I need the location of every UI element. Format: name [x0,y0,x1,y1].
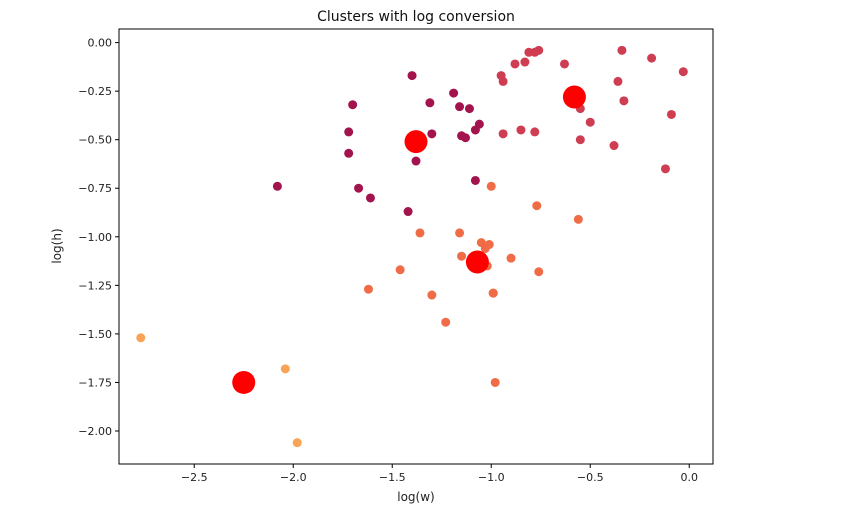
data-point-cluster-3 [506,253,516,263]
data-point-cluster-1 [427,129,437,139]
data-point-cluster-1 [461,133,470,143]
data-point-cluster-3 [457,251,467,261]
data-point-cluster-1 [348,100,358,110]
data-point-cluster-3 [534,267,544,277]
data-point-cluster-2 [530,127,540,137]
data-point-cluster-2 [678,67,688,77]
x-axis-label: log(w) [397,490,434,504]
y-tick-label: −1.75 [78,376,112,389]
data-point-cluster-3 [488,288,498,298]
y-axis: 0.00 −0.25 −0.50 −0.75 −1.00 −1.25 −1.50 −1.75 −… [78,37,119,438]
data-point-cluster-2 [510,59,520,69]
data-point-cluster-2 [617,45,627,55]
y-tick-label: −0.50 [78,134,112,147]
data-point-cluster-3 [490,377,500,387]
data-point-cluster-1 [474,119,484,129]
centroid-point [232,370,256,394]
data-point-cluster-2 [647,53,657,63]
data-point-cluster-2 [609,141,619,151]
data-point-cluster-1 [455,102,465,112]
y-tick-label: 0.00 [88,37,113,50]
centroid-point [404,130,428,154]
data-point-cluster-1 [365,193,375,203]
data-point-cluster-1 [425,98,435,108]
data-point-cluster-3 [484,240,494,250]
y-tick-label: −2.00 [78,425,112,438]
data-point-cluster-2 [575,135,585,145]
data-point-cluster-4 [280,364,290,374]
plot-frame [118,28,714,465]
data-point-cluster-3 [363,284,373,294]
chart-title: Clusters with log conversion [317,9,515,25]
data-point-cluster-3 [486,181,496,191]
data-point-cluster-2 [660,164,670,174]
data-point-cluster-1 [344,148,354,158]
data-point-cluster-3 [415,228,425,238]
x-tick-label: −2.5 [181,471,208,484]
x-tick-label: −0.5 [577,471,604,484]
data-point-cluster-1 [407,71,417,81]
data-point-cluster-2 [516,125,526,135]
data-point-cluster-2 [666,109,676,119]
cluster-centroids [232,85,586,394]
x-axis: −2.5 −2.0 −1.5 −1.0 −0.5 0.0 [181,464,698,484]
y-tick-label: −1.25 [78,279,112,292]
y-tick-label: −0.75 [78,182,112,195]
x-tick-label: −1.5 [379,471,406,484]
data-point-cluster-1 [470,175,480,185]
data-point-cluster-1 [449,88,459,98]
y-tick-label: −1.50 [78,328,112,341]
centroid-point [465,250,489,274]
data-point-cluster-2 [498,129,508,139]
y-tick-label: −0.25 [78,85,112,98]
data-point-cluster-2 [534,45,544,55]
data-point-cluster-3 [455,228,465,238]
x-tick-label: −1.0 [478,471,505,484]
data-point-cluster-1 [272,181,282,191]
data-point-cluster-1 [403,207,413,217]
centroid-point [562,85,586,109]
y-axis-label: log(h) [50,228,64,263]
y-tick-label: −1.00 [78,231,112,244]
data-point-cluster-3 [532,201,542,211]
data-point-cluster-4 [292,438,302,448]
data-point-cluster-2 [560,59,569,69]
data-point-cluster-1 [411,156,421,166]
data-point-cluster-4 [136,333,146,343]
data-point-cluster-2 [520,57,530,67]
data-point-cluster-1 [464,104,474,114]
data-point-cluster-1 [344,127,354,137]
data-point-cluster-3 [573,214,583,224]
data-point-cluster-3 [395,265,405,275]
data-points [136,45,688,448]
data-point-cluster-3 [441,317,451,327]
data-point-cluster-2 [585,117,595,127]
data-point-cluster-2 [613,76,623,86]
data-point-cluster-2 [619,96,629,106]
data-point-cluster-1 [354,183,364,193]
x-tick-label: −2.0 [280,471,307,484]
x-tick-label: 0.0 [680,471,698,484]
data-point-cluster-3 [427,290,437,300]
data-point-cluster-2 [498,76,508,86]
